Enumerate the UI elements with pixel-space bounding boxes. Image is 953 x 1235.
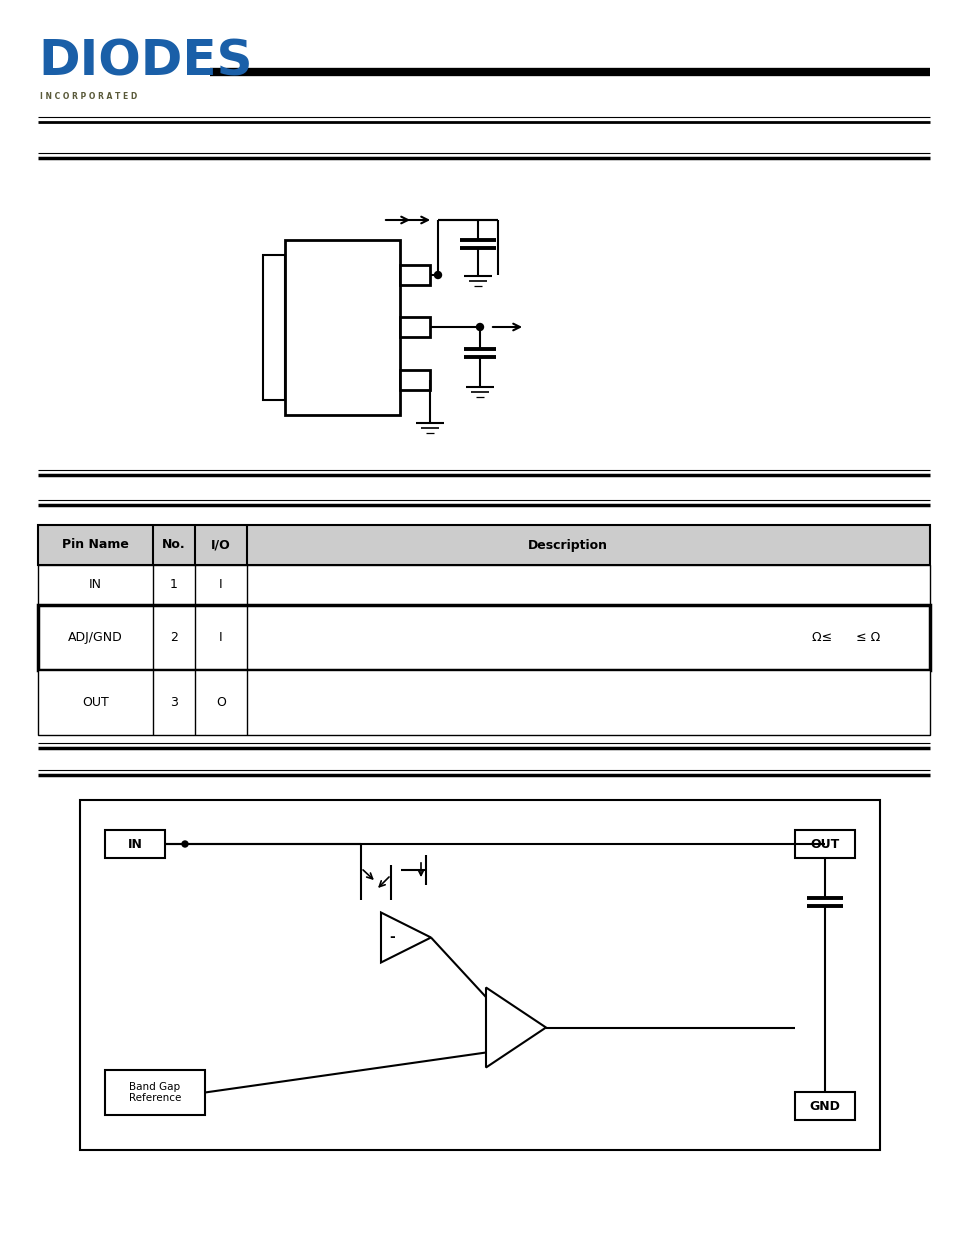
Text: I/O: I/O [211, 538, 231, 552]
Text: GND: GND [809, 1099, 840, 1113]
Text: Ω≤      ≤ Ω: Ω≤ ≤ Ω [811, 631, 879, 643]
Circle shape [434, 272, 441, 279]
Text: O: O [215, 697, 226, 709]
Text: IN: IN [89, 578, 102, 592]
Text: Description: Description [527, 538, 607, 552]
Text: 3: 3 [170, 697, 178, 709]
Bar [285, 240, 399, 415]
Circle shape [476, 324, 483, 331]
Text: ADJ/GND: ADJ/GND [68, 631, 123, 643]
Text: I N C O R P O R A T E D: I N C O R P O R A T E D [40, 91, 137, 101]
Text: 1: 1 [170, 578, 178, 592]
Polygon shape [380, 913, 431, 962]
Bar [105, 1070, 205, 1115]
Text: OUT: OUT [809, 837, 839, 851]
Text: I: I [219, 631, 223, 643]
Bar [105, 830, 165, 858]
Bar [263, 254, 285, 400]
Text: Band Gap
Reference: Band Gap Reference [129, 1082, 181, 1103]
Bar [399, 317, 430, 337]
Text: -: - [389, 930, 395, 945]
Text: DIODES: DIODES [38, 38, 253, 86]
Bar [38, 605, 929, 671]
Bar [399, 266, 430, 285]
Text: No.: No. [162, 538, 186, 552]
Bar [794, 1092, 854, 1120]
Circle shape [182, 841, 188, 847]
Text: I: I [219, 578, 223, 592]
Text: OUT: OUT [82, 697, 109, 709]
Text: 2: 2 [170, 631, 178, 643]
Bar [38, 525, 929, 564]
Text: IN: IN [128, 837, 142, 851]
Bar [794, 830, 854, 858]
Bar [38, 671, 929, 735]
Bar [399, 370, 430, 390]
Bar [80, 800, 879, 1150]
Bar [38, 564, 929, 605]
Text: Pin Name: Pin Name [62, 538, 129, 552]
Polygon shape [485, 988, 545, 1067]
